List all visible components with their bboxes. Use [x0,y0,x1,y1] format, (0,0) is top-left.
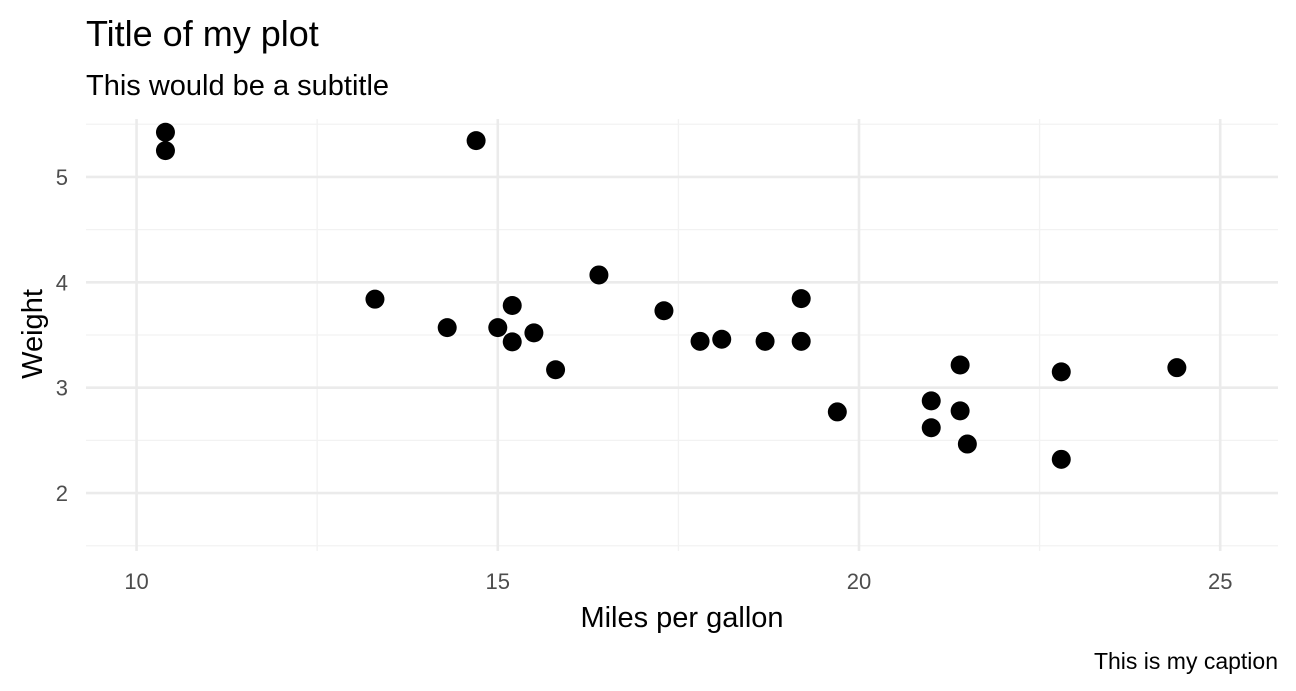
chart-subtitle: This would be a subtitle [86,70,389,102]
x-tick-label: 25 [1208,569,1232,594]
minor-gridlines [86,119,1278,551]
data-points [155,122,1187,469]
x-axis-tick-labels: 10 15 20 25 [124,569,1232,594]
data-point [589,265,609,285]
data-point [957,434,977,454]
y-tick-label: 4 [56,270,68,295]
data-point [466,131,486,151]
x-axis-title: Miles per gallon [580,602,783,634]
y-axis-tick-labels: 2 3 4 5 [56,165,68,506]
data-point [690,331,710,351]
chart-caption: This is my caption [1094,648,1278,674]
data-point [1051,449,1071,469]
data-point [950,355,970,375]
data-point [791,289,811,309]
y-tick-label: 5 [56,165,68,190]
chart-title: Title of my plot [86,13,319,54]
data-point [488,318,508,338]
data-point [827,402,847,422]
y-tick-label: 3 [56,376,68,401]
data-point [791,331,811,351]
data-point [712,329,732,349]
data-point [1051,362,1071,382]
data-point [155,141,175,161]
major-gridlines [86,119,1278,551]
data-point [755,331,775,351]
data-point [921,391,941,411]
data-point [437,318,457,338]
y-tick-label: 2 [56,481,68,506]
plot-panel [86,119,1278,551]
data-point [365,289,385,309]
x-tick-label: 20 [847,569,871,594]
data-point [654,301,674,321]
x-tick-label: 15 [486,569,510,594]
data-point [155,122,175,142]
data-point [524,323,544,343]
data-point [546,360,566,380]
data-point [1167,358,1187,378]
data-point [502,295,522,315]
data-point [921,418,941,438]
x-tick-label: 10 [124,569,148,594]
data-point [502,332,522,352]
data-point [950,401,970,421]
y-axis-title: Weight [17,289,49,379]
